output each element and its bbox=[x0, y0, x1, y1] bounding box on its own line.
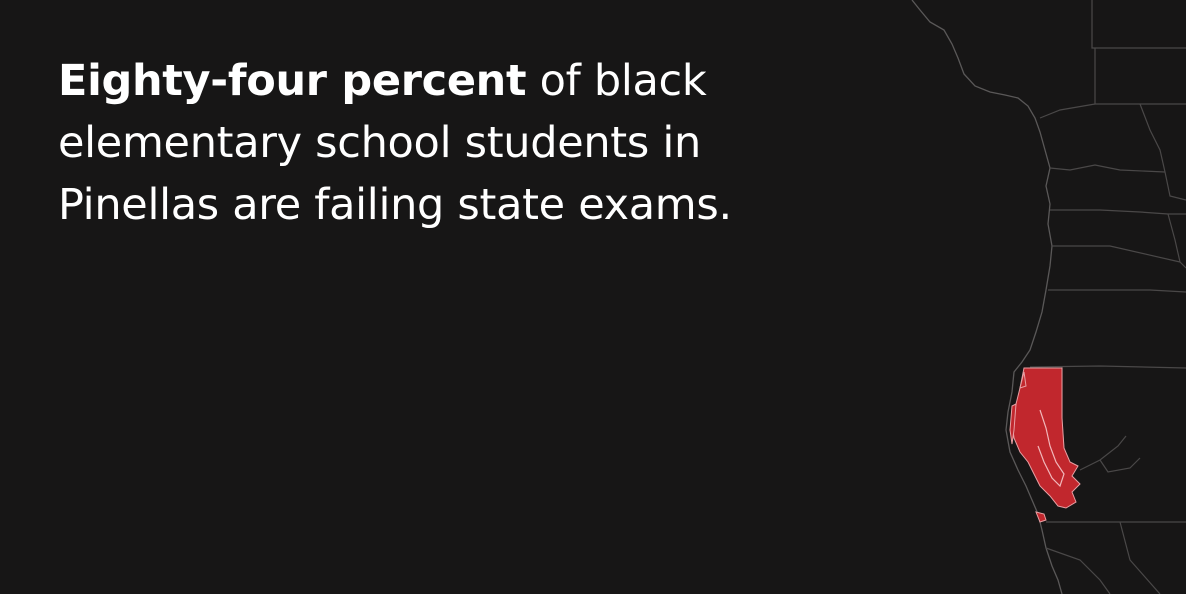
pinellas-county bbox=[1011, 367, 1081, 509]
county-boundary bbox=[1119, 521, 1161, 594]
gulf-coastline bbox=[911, 0, 1063, 594]
county-boundary bbox=[1091, 0, 1186, 49]
county-boundary bbox=[1029, 365, 1186, 369]
pinellas-barrier-island bbox=[1035, 511, 1047, 523]
county-boundary bbox=[1139, 103, 1186, 201]
county-boundary bbox=[1050, 209, 1186, 215]
county-boundary bbox=[1048, 289, 1186, 293]
headline-lead: Eighty-four percent bbox=[58, 56, 527, 106]
pinellas-shoreline bbox=[1037, 409, 1065, 488]
county-boundary bbox=[1049, 164, 1166, 173]
county-boundary bbox=[1079, 435, 1127, 471]
headline-rest: of black elementary school students in P… bbox=[58, 56, 732, 230]
county-boundary bbox=[1099, 457, 1141, 473]
county-boundary bbox=[1167, 213, 1186, 269]
pinellas-barrier-island bbox=[1009, 403, 1017, 445]
headline: Eighty-four percent of black elementary … bbox=[58, 50, 778, 236]
county-boundary bbox=[1052, 245, 1181, 263]
county-boundary bbox=[1045, 547, 1111, 594]
pinellas-barrier-island bbox=[1019, 371, 1027, 389]
county-boundary bbox=[1094, 48, 1186, 105]
county-boundary bbox=[1039, 103, 1096, 119]
